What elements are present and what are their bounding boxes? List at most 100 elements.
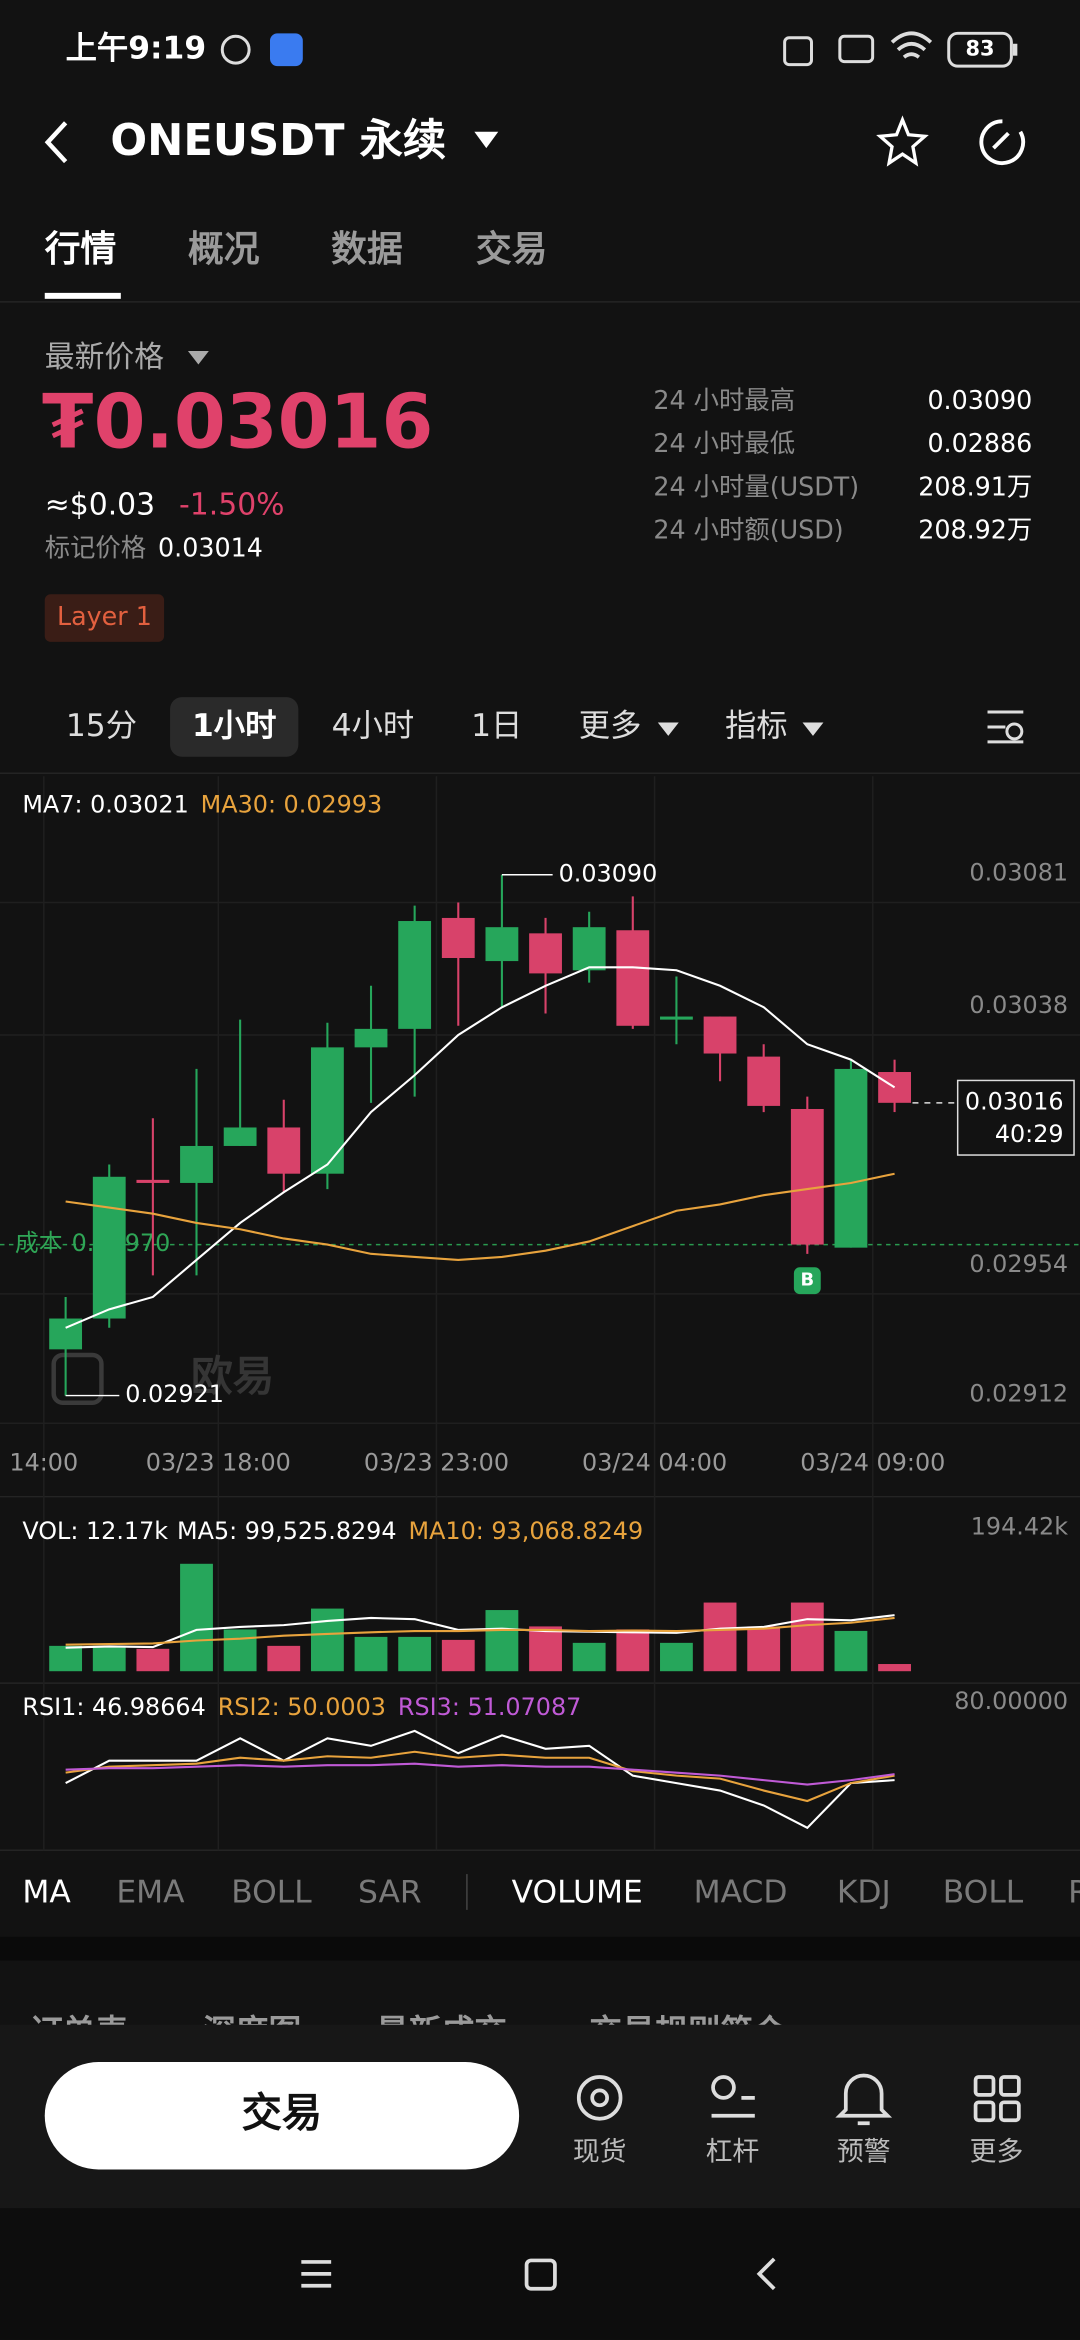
spot-icon[interactable]: [576, 2075, 623, 2121]
refresh-button[interactable]: [979, 119, 1026, 165]
bottom-item-label[interactable]: 杠杆: [706, 2137, 760, 2168]
y-tick-label: 0.03081: [969, 859, 1068, 887]
y-tick-label: 0.02954: [969, 1250, 1068, 1278]
candle-body: [485, 927, 519, 962]
countdown: 40:29: [995, 1120, 1064, 1148]
margin-icon[interactable]: [711, 2075, 736, 2100]
candle-body: [747, 1056, 781, 1106]
nfc-icon: [838, 34, 875, 64]
volume-bar: [616, 1629, 650, 1672]
x-tick-label: 03/23 18:00: [146, 1448, 291, 1476]
indicator-tab[interactable]: MA: [22, 1874, 71, 1910]
volume-bar: [49, 1645, 83, 1672]
legend-entry: MA7: 0.03021: [22, 791, 188, 819]
price-dropdown[interactable]: [187, 351, 209, 365]
more-icon: [999, 2100, 1021, 2123]
volume-bar: [790, 1602, 824, 1672]
battery-level: 83: [966, 37, 995, 61]
wifi-icon: [890, 31, 933, 59]
trade-button-label[interactable]: 交易: [242, 2091, 323, 2137]
more-dropdown[interactable]: [657, 722, 679, 736]
spot-icon-inner: [590, 2088, 609, 2108]
tab: 数据: [331, 229, 403, 270]
volume-bar: [660, 1642, 693, 1672]
interval-tab[interactable]: 1小时: [192, 708, 276, 744]
current-price: 0.03016: [965, 1087, 1064, 1115]
volume-bar: [441, 1639, 475, 1672]
indicator-tab[interactable]: RSI: [1068, 1874, 1080, 1910]
battery-icon: [947, 31, 1013, 68]
bottom-item-label[interactable]: 预警: [837, 2137, 891, 2168]
legend-entry: MA10: 93,068.8249: [408, 1517, 643, 1545]
indicator-dropdown[interactable]: [802, 722, 824, 736]
min-label: 0.02921: [125, 1380, 224, 1408]
volume-bar: [354, 1636, 388, 1672]
stat-value: 208.91万: [918, 471, 1032, 501]
volume-bar: [485, 1610, 519, 1672]
favorite-button[interactable]: [876, 115, 929, 167]
margin-icon-lines: [711, 2095, 755, 2118]
legend-entry: RSI2: 50.0003: [218, 1693, 386, 1721]
stat-label: 24 小时最高: [653, 385, 795, 415]
candle-body: [136, 1179, 170, 1183]
x-tick-label: 03/24 09:00: [800, 1448, 945, 1476]
symbol-dropdown[interactable]: [474, 131, 499, 149]
candle-body: [354, 1028, 388, 1048]
indicator-tab[interactable]: SAR: [358, 1874, 422, 1910]
interval-tab[interactable]: 指标: [725, 708, 788, 744]
x-tick-label: 03/23 23:00: [364, 1448, 509, 1476]
volume-bar: [92, 1645, 126, 1672]
volume-bar: [878, 1664, 911, 1672]
indicator-tab[interactable]: MACD: [694, 1874, 788, 1910]
interval-tab[interactable]: 4小时: [332, 708, 415, 744]
indicator-line: [65, 966, 896, 1329]
candle-body: [703, 1016, 737, 1054]
candle-body: [310, 1047, 344, 1174]
y-tick-label: 80.00000: [954, 1687, 1068, 1715]
last-price: ₮0.03016: [42, 379, 434, 466]
interval-tab[interactable]: 更多: [579, 708, 642, 744]
alarm-icon: [220, 34, 251, 65]
status-time: 上午9:19: [66, 31, 207, 67]
candle-body: [572, 927, 606, 971]
indicator-tab[interactable]: EMA: [116, 1874, 185, 1910]
trade-button[interactable]: [44, 2062, 520, 2170]
nav-home[interactable]: [524, 2258, 557, 2291]
section-gap: [0, 1936, 1080, 1961]
legend-title: VOL: 12.17k: [22, 1517, 168, 1545]
bottom-item-label[interactable]: 现货: [573, 2137, 627, 2168]
volume-bar: [747, 1626, 781, 1672]
candle-body: [398, 921, 432, 1029]
candle-body: [878, 1072, 911, 1103]
interval-tab[interactable]: 15分: [66, 708, 137, 744]
volume-bar: [529, 1626, 562, 1672]
tab: 交易: [476, 228, 548, 270]
y-tick-label: 0.03038: [969, 991, 1068, 1019]
sim-icon: [783, 36, 813, 67]
nav-bar: [0, 2208, 1080, 2340]
indicator-line: [65, 1762, 895, 1786]
more-icon[interactable]: [973, 2075, 996, 2097]
indicator-tab[interactable]: BOLL: [943, 1874, 1024, 1910]
volume-bar: [703, 1602, 737, 1672]
price-change: -1.50%: [179, 488, 285, 523]
candle-body: [790, 1108, 824, 1245]
bottom-item-label[interactable]: 更多: [970, 2137, 1024, 2168]
x-tick-label: 03/24 04:00: [582, 1448, 727, 1476]
volume-bar: [572, 1642, 606, 1672]
candle-body: [441, 917, 475, 958]
indicator-tab[interactable]: VOLUME: [512, 1874, 643, 1910]
x-tick-label: 14:00: [9, 1448, 78, 1476]
stat-label: 24 小时量(USDT): [653, 471, 859, 501]
alert-icon[interactable]: [835, 2073, 893, 2126]
nav-menu[interactable]: [301, 2260, 332, 2288]
interval-tab[interactable]: 1日: [471, 708, 522, 744]
back-button[interactable]: [44, 121, 68, 164]
indicator-tab[interactable]: KDJ: [837, 1874, 891, 1910]
indicator-line: [65, 1614, 895, 1649]
indicator-tab[interactable]: BOLL: [231, 1874, 312, 1910]
max-label: 0.03090: [559, 859, 658, 887]
candle-body: [92, 1176, 126, 1319]
chart-settings[interactable]: [987, 710, 1024, 744]
nav-back[interactable]: [756, 2257, 776, 2291]
